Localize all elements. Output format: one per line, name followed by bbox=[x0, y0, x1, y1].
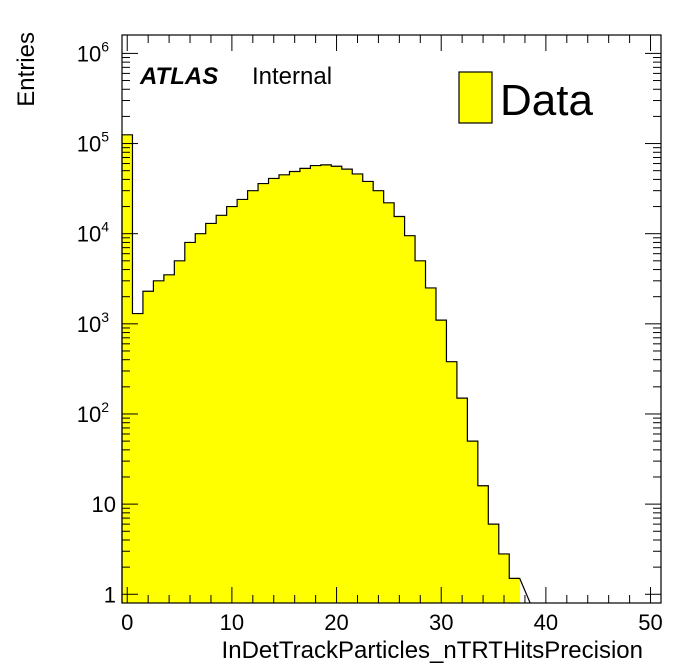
atlas-label: ATLAS bbox=[139, 63, 218, 90]
histogram-bar bbox=[216, 215, 228, 604]
x-axis-title: InDetTrackParticles_nTRTHitsPrecision bbox=[222, 637, 643, 664]
histogram-bar bbox=[467, 441, 479, 603]
histogram-bar bbox=[446, 361, 458, 603]
histogram-bar bbox=[435, 320, 447, 603]
histogram-bar bbox=[278, 174, 290, 603]
histogram-bar bbox=[237, 199, 248, 603]
histogram-bar bbox=[122, 134, 133, 603]
x-tick-label: 10 bbox=[220, 610, 244, 635]
x-tick-labels: 0 10 20 30 40 50 bbox=[121, 610, 663, 635]
histogram-bar bbox=[477, 485, 489, 603]
y-tick-label: 104 bbox=[77, 219, 109, 247]
y-tick-label: 106 bbox=[77, 38, 109, 66]
x-tick-label: 20 bbox=[324, 610, 348, 635]
y-tick-label: 10 bbox=[92, 492, 116, 517]
y-tick-label: 103 bbox=[77, 309, 109, 337]
histogram-bar bbox=[195, 233, 207, 603]
histogram-bar bbox=[498, 553, 510, 603]
histogram-bar bbox=[268, 178, 280, 603]
histogram-bar bbox=[310, 165, 322, 603]
y-axis-title: Entries bbox=[13, 32, 40, 107]
x-tick-label: 40 bbox=[534, 610, 558, 635]
histogram-bars bbox=[122, 134, 521, 604]
y-tick-label: 102 bbox=[77, 399, 109, 427]
y-tick-labels: 1 10 102 103 104 105 106 bbox=[77, 38, 116, 607]
histogram-bar bbox=[226, 206, 238, 603]
y-tick-label: 105 bbox=[77, 129, 109, 157]
histogram-bar bbox=[184, 242, 196, 604]
histogram-bar bbox=[142, 291, 154, 603]
histogram-bar bbox=[394, 216, 405, 603]
histogram-bar bbox=[299, 168, 311, 604]
histogram-bar bbox=[247, 190, 259, 603]
histogram-bar bbox=[352, 173, 364, 604]
histogram-bar bbox=[174, 260, 186, 603]
legend-label-data: Data bbox=[500, 76, 593, 125]
histogram-bar bbox=[425, 287, 437, 603]
histogram-bar bbox=[132, 313, 144, 603]
histogram-bar bbox=[205, 223, 217, 603]
histogram-bar bbox=[456, 398, 468, 603]
histogram-bar bbox=[509, 578, 521, 603]
histogram-bar bbox=[258, 183, 269, 604]
histogram-bar bbox=[289, 171, 301, 604]
internal-label: Internal bbox=[252, 63, 332, 90]
histogram-bar bbox=[163, 274, 175, 603]
x-tick-label: 30 bbox=[429, 610, 453, 635]
histogram-bar bbox=[331, 166, 343, 603]
plot-frame bbox=[121, 34, 662, 604]
y-tick-label: 1 bbox=[104, 582, 116, 607]
axis-ticks bbox=[122, 35, 661, 603]
histogram-bar bbox=[362, 181, 374, 603]
histogram-bar bbox=[488, 524, 500, 603]
histogram-bar bbox=[341, 169, 353, 603]
histogram-bar bbox=[320, 164, 332, 603]
histogram-bar bbox=[404, 235, 416, 603]
x-tick-label: 0 bbox=[121, 610, 133, 635]
histogram-bar bbox=[383, 202, 395, 603]
histogram-bar bbox=[153, 280, 165, 603]
histogram-bar bbox=[415, 260, 426, 603]
histogram-bar bbox=[373, 190, 385, 603]
x-tick-label: 50 bbox=[638, 610, 662, 635]
legend-swatch-data bbox=[458, 71, 493, 124]
histogram-outline bbox=[121, 134, 531, 604]
